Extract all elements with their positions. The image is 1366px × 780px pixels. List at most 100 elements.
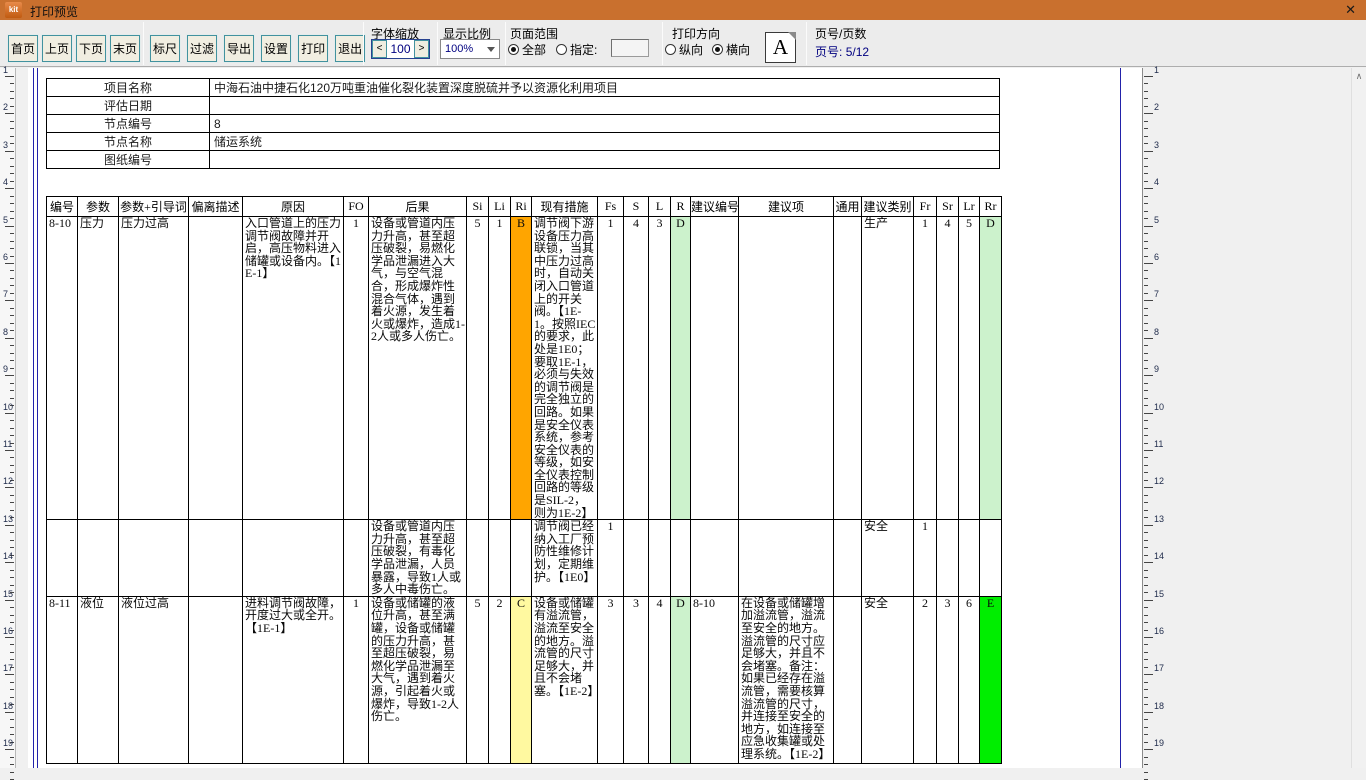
ruler-tick [5,113,14,115]
table-cell [188,595,243,764]
ruler-tick [1144,165,1148,167]
ruler-tick [1144,203,1148,205]
ruler-tick [10,128,14,130]
vertical-scrollbar[interactable]: ∧ [1351,68,1366,768]
table-cell: 6 [958,595,980,764]
table-row: 节点名称 储运系统 [46,132,1000,151]
ruler-number: 1 [3,65,9,75]
ruler-tick [1144,98,1148,100]
ruler-tick [1144,584,1148,586]
table-cell: 压力过高 [118,215,189,521]
ruler-tick [5,674,14,676]
ruler-tick [1144,352,1148,354]
ruler-number: 17 [1154,663,1165,674]
font-scale-increase-button[interactable]: > [414,40,429,58]
page-range-input[interactable] [611,39,649,57]
ruler-tick [1144,614,1148,616]
ruler-tick [5,337,14,339]
ruler-tick [10,435,14,437]
table-cell: 1 [913,519,937,597]
column-header: 编号 [46,196,78,217]
ruler-number: 3 [1154,139,1160,150]
page-number: 页号: 5/12 [815,43,869,60]
page-range-label: 页面范围 [510,27,559,41]
table-cell [188,519,243,597]
last-page-button[interactable]: 末页 [109,34,142,63]
ruler-button[interactable]: 标尺 [148,34,182,63]
ruler-tick [10,771,14,773]
font-scale-decrease-button[interactable]: < [372,40,387,58]
preview-page: 项目名称 中海石油中捷石化120万吨重油催化裂化装置深度脱硫并予以资源化利用项目… [28,68,1142,768]
ruler-tick [1144,704,1148,706]
zoom-value: 100% [445,43,474,55]
next-page-button[interactable]: 下页 [75,34,108,63]
filter-button[interactable]: 过滤 [186,34,219,63]
ruler-tick [1144,225,1153,227]
toolbar-separator [505,22,506,65]
ruler-tick [10,457,14,459]
ruler-tick [1144,674,1153,676]
ruler-tick [10,135,14,137]
ruler-number: 5 [1154,214,1160,225]
ruler-number: 18 [3,700,14,711]
ruler-tick [1144,105,1148,107]
settings-button[interactable]: 设置 [260,34,293,63]
ruler-tick [10,307,14,309]
ruler-number: 10 [3,401,14,412]
first-page-button[interactable]: 首页 [6,34,40,63]
table-cell [623,519,649,597]
ruler-tick [1144,240,1148,242]
ruler-tick [1144,734,1148,736]
table-cell: 4 [623,215,649,521]
ruler-tick [1144,360,1148,362]
ruler-tick [1144,554,1148,556]
prev-page-button[interactable]: 上页 [41,34,74,63]
ruler-tick [10,539,14,541]
ruler-tick [1144,188,1153,190]
ruler-tick [10,203,14,205]
orientation-landscape-radio[interactable]: 横向 [712,41,750,58]
header-row: 编号 参数 参数+引导词 偏离描述 原因 FO 后果 Si Li Ri 现有措施 Fs S L R 建议编号建… [46,196,1002,217]
ruler-tick [10,98,14,100]
ruler-tick [1144,195,1148,197]
ruler-tick [10,666,14,668]
ruler-tick [10,689,14,691]
ruler-tick [1144,607,1148,609]
table-cell [188,215,243,521]
export-button[interactable]: 导出 [223,34,256,63]
ruler-tick [1144,644,1148,646]
ruler-tick [10,629,14,631]
ruler-tick [10,644,14,646]
print-button[interactable]: 打印 [297,34,330,63]
ruler-tick [1144,711,1153,713]
ruler-number: 4 [1154,177,1160,188]
table-cell [466,519,489,597]
column-header: 建议类别 [861,196,914,217]
zoom-select[interactable]: 100% [440,39,500,59]
table-cell: 1 [597,215,624,521]
ruler-number: 16 [1154,626,1165,636]
ruler-tick [1144,532,1148,534]
ruler-tick [10,382,14,384]
ruler-number: 6 [3,252,9,262]
scroll-up-icon[interactable]: ∧ [1355,71,1363,81]
page-range-specify-radio[interactable]: 指定: [556,41,597,58]
column-header: 通用 [833,196,862,217]
window-title: 打印预览 [30,5,79,19]
table-cell: 8-10 [690,595,739,764]
close-icon[interactable]: ✕ [1345,2,1356,17]
ruler-tick [1144,120,1148,122]
table-cell: 1 [488,215,511,521]
page-range-all-radio[interactable]: 全部 [508,41,546,58]
table-cell: 设备或管道内压力升高，甚至超压破裂，有毒化学品泄漏，人员暴露，导致1人或多人中毒… [368,519,467,597]
ruler-tick [1144,427,1148,429]
ruler-tick [10,764,14,766]
exit-button[interactable]: 退出 [334,34,367,63]
table-cell: 8-11 [46,595,78,764]
ruler-tick [1144,457,1148,459]
orientation-portrait-radio[interactable]: 纵向 [665,41,703,58]
page-range-specify-label: 指定: [570,43,598,57]
ruler-tick [5,225,14,227]
ruler-tick [10,360,14,362]
ruler-tick [1144,726,1148,728]
